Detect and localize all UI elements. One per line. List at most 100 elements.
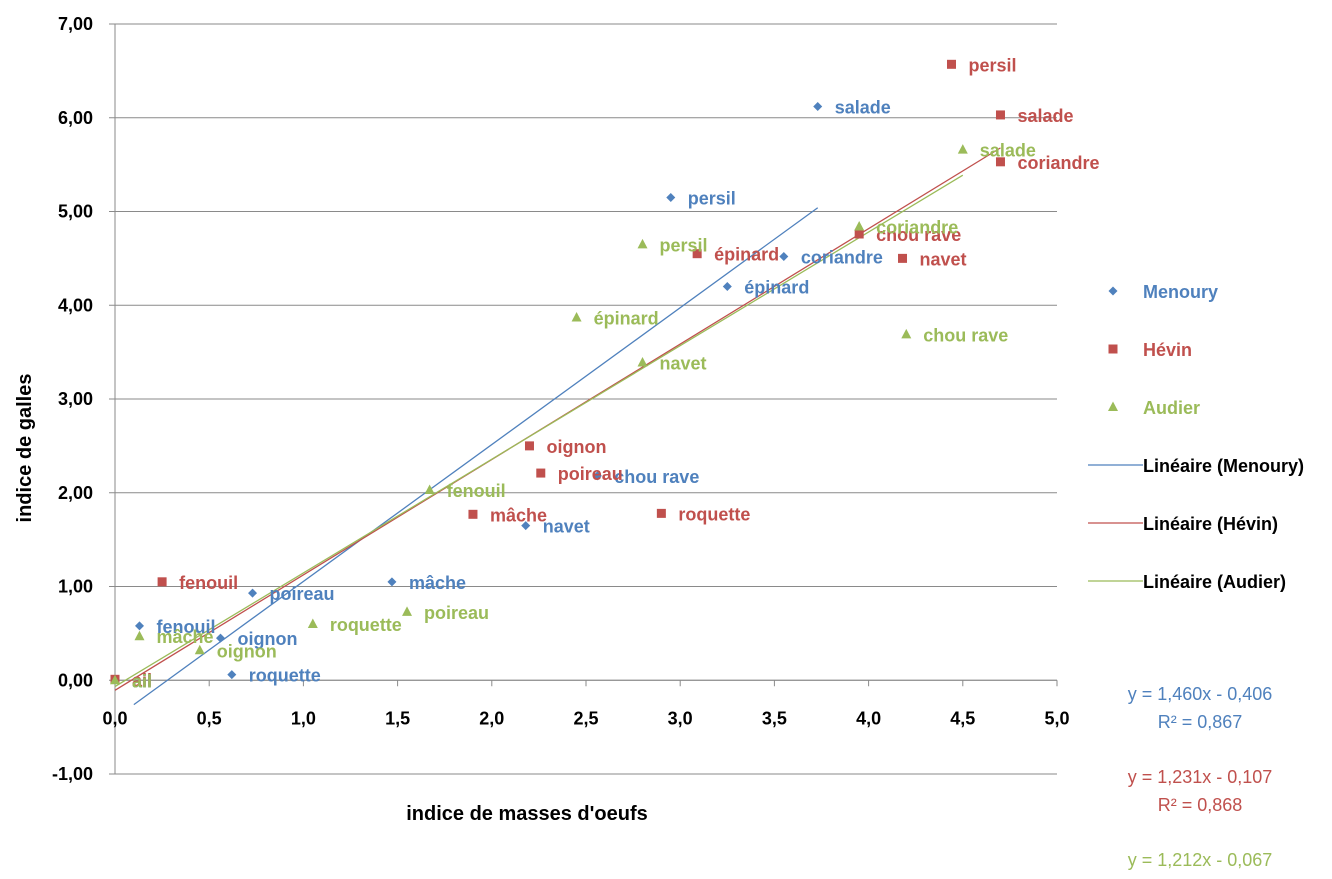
triangle-marker	[110, 674, 120, 685]
y-tick-label: 4,00	[58, 295, 93, 315]
triangle-marker	[402, 606, 413, 616]
diamond-marker	[216, 633, 226, 643]
legend-label: Hévin	[1143, 340, 1192, 360]
point-label: persil	[688, 188, 736, 208]
square-marker	[854, 229, 864, 239]
diamond-marker	[813, 102, 823, 111]
triangle-marker	[957, 144, 968, 154]
point-label: salade	[1017, 106, 1073, 126]
data-points	[110, 59, 1005, 685]
point-label: roquette	[678, 504, 750, 524]
x-tick-label: 1,0	[291, 708, 316, 728]
point-label: navet	[920, 249, 967, 269]
diamond-marker	[521, 521, 531, 531]
y-tick-label: 0,00	[58, 670, 93, 690]
legend-label: Linéaire (Audier)	[1143, 572, 1286, 592]
trendline-r-squared: R² = 0,867	[1158, 712, 1243, 732]
square-marker	[468, 509, 478, 519]
triangle-marker	[307, 618, 318, 628]
x-tick-label: 3,0	[668, 708, 693, 728]
diamond-marker	[1108, 286, 1118, 296]
diamond-marker	[227, 670, 237, 680]
gridlines	[115, 23, 1057, 775]
triangle-marker	[637, 238, 648, 249]
point-label: oignon	[217, 641, 277, 661]
trendline-equation: y = 1,231x - 0,107	[1128, 767, 1273, 787]
square-marker	[524, 441, 534, 451]
trendline-equations: y = 1,460x - 0,406 R² = 0,867 y = 1,231x -…	[1128, 684, 1273, 879]
x-tick-label: 1,5	[385, 708, 410, 728]
point-label: persil	[968, 55, 1016, 75]
point-label: fenouil	[179, 573, 238, 593]
point-label: salade	[980, 141, 1036, 161]
x-tick-label: 5,0	[1044, 708, 1069, 728]
point-label: poireau	[424, 603, 489, 623]
triangle-marker	[571, 311, 582, 322]
square-marker	[995, 110, 1005, 120]
point-labels: salade persil coriandre épinard chou rave nav…	[132, 55, 1100, 691]
point-label: roquette	[330, 615, 402, 635]
point-label: poireau	[558, 464, 623, 484]
y-axis-title: indice de galles	[14, 374, 36, 523]
point-label: mâche	[409, 573, 466, 593]
point-label: roquette	[249, 666, 321, 686]
point-label: ail	[132, 671, 152, 691]
x-axis-title: indice de masses d'oeufs	[406, 803, 648, 825]
diamond-marker	[779, 252, 789, 261]
point-label: épinard	[594, 308, 659, 328]
y-tick-label: 7,00	[58, 14, 93, 34]
x-tick-label: 0,0	[102, 708, 127, 728]
point-label: poireau	[270, 584, 335, 604]
point-label: chou rave	[876, 225, 961, 245]
y-tick-label: 2,00	[58, 483, 93, 503]
point-label: salade	[835, 98, 891, 118]
triangle-marker	[901, 328, 912, 339]
square-marker	[157, 577, 167, 587]
square-marker	[995, 157, 1005, 167]
diamond-marker	[134, 621, 144, 631]
trendline-r-squared: R² = 0,868	[1158, 795, 1243, 815]
triangle-marker	[424, 484, 435, 494]
trendlines	[114, 147, 1001, 706]
legend-label: Linéaire (Hévin)	[1143, 514, 1278, 534]
triangle-marker	[637, 356, 648, 367]
point-label: mâche	[156, 627, 213, 647]
point-label: chou rave	[614, 467, 699, 487]
x-tick-label: 3,5	[762, 708, 787, 728]
triangle-marker	[1108, 401, 1118, 411]
square-marker	[692, 249, 702, 259]
y-tick-label: -1,00	[52, 764, 93, 784]
legend-label: Menoury	[1143, 282, 1218, 302]
triangle-marker	[134, 630, 145, 641]
triangle-marker	[854, 221, 865, 231]
x-tick-label: 0,5	[197, 708, 222, 728]
diamond-marker	[722, 282, 732, 291]
point-label: épinard	[714, 245, 779, 265]
square-marker	[656, 508, 666, 518]
square-marker	[1108, 344, 1118, 354]
x-tick-label: 2,0	[479, 708, 504, 728]
trendline	[114, 174, 964, 688]
point-label: ail	[132, 670, 152, 690]
triangle-marker	[194, 644, 205, 655]
point-label: épinard	[744, 278, 809, 298]
trendline-equation: y = 1,460x - 0,406	[1128, 684, 1273, 704]
point-label: navet	[543, 517, 590, 537]
legend: Menoury Hévin Audier Linéaire (Menoury) Liné…	[1088, 282, 1304, 592]
point-label: navet	[660, 353, 707, 373]
point-label: persil	[660, 235, 708, 255]
point-label: coriandre	[876, 218, 958, 238]
point-label: coriandre	[801, 248, 883, 268]
point-label: chou rave	[923, 325, 1008, 345]
diamond-marker	[387, 577, 397, 587]
trendline	[133, 207, 819, 706]
square-marker	[536, 468, 546, 478]
y-tick-label: 6,00	[58, 108, 93, 128]
point-label: ail	[132, 671, 152, 691]
point-label: fenouil	[447, 481, 506, 501]
y-tick-label: 1,00	[58, 577, 93, 597]
square-marker	[946, 59, 956, 69]
x-tick-label: 4,0	[856, 708, 881, 728]
legend-label: Linéaire (Menoury)	[1143, 456, 1304, 476]
